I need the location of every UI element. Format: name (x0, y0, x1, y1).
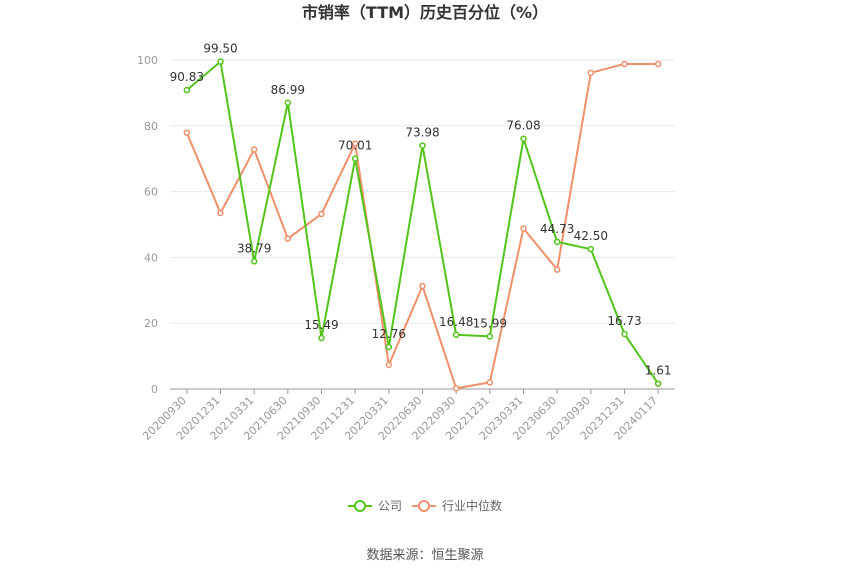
data-point[interactable] (587, 69, 595, 77)
y-tick-label: 0 (151, 383, 158, 396)
data-point[interactable] (520, 135, 527, 142)
data-point[interactable] (486, 333, 494, 340)
series-lines (185, 60, 659, 390)
legend-swatch-marker (418, 500, 430, 512)
x-axis: 2020093020201231202103312021063020210930… (140, 388, 675, 443)
data-point[interactable] (217, 58, 224, 65)
data-point[interactable] (621, 330, 628, 338)
data-label: 15.49 (304, 318, 338, 332)
data-point[interactable] (385, 343, 393, 351)
legend-swatch-marker (354, 500, 366, 512)
data-point[interactable] (385, 361, 393, 369)
data-point[interactable] (183, 86, 191, 94)
data-label: 16.73 (607, 314, 641, 328)
data-point[interactable] (284, 235, 292, 242)
data-label: 38.79 (237, 241, 271, 255)
legend-item-0[interactable]: 公司 (348, 499, 402, 513)
data-point[interactable] (183, 129, 191, 136)
data-label: 42.50 (574, 229, 608, 243)
source-note: 数据来源：恒生聚源 (366, 548, 483, 563)
y-tick-label: 60 (144, 186, 158, 199)
series-line-1 (185, 62, 659, 390)
data-point[interactable] (318, 334, 325, 342)
data-point[interactable] (621, 60, 628, 68)
y-tick-label: 80 (144, 120, 158, 133)
legend-label: 行业中位数 (442, 498, 502, 513)
data-point[interactable] (419, 142, 426, 149)
data-label: 86.99 (271, 83, 305, 97)
data-label: 73.98 (405, 126, 439, 140)
data-point[interactable] (419, 282, 426, 290)
data-point[interactable] (553, 238, 561, 246)
data-label: 1.61 (645, 364, 672, 378)
legend[interactable]: 公司 行业中位数 (348, 498, 502, 513)
data-point[interactable] (217, 209, 224, 217)
data-label: 70.01 (338, 139, 372, 153)
data-labels: 90.83 99.50 38.79 86.99 15.49 70.01 12.76 73.98… (170, 42, 672, 378)
data-point[interactable] (250, 146, 258, 153)
data-point[interactable] (318, 210, 325, 218)
data-label: 99.50 (203, 42, 237, 56)
y-axis: 0 20 40 60 80 100 (137, 54, 158, 396)
data-point[interactable] (654, 60, 662, 68)
data-point[interactable] (250, 258, 258, 265)
y-tick-label: 100 (137, 54, 158, 67)
data-point[interactable] (452, 385, 460, 392)
series-line-0 (186, 60, 659, 385)
data-label: 12.76 (372, 327, 406, 341)
series-points (183, 58, 662, 392)
data-point[interactable] (452, 331, 460, 339)
data-point[interactable] (351, 140, 359, 147)
data-label: 15.99 (473, 316, 507, 330)
data-point[interactable] (351, 155, 359, 162)
data-point[interactable] (553, 266, 561, 273)
y-tick-label: 20 (144, 317, 158, 330)
data-label: 16.48 (439, 315, 473, 329)
data-point[interactable] (587, 245, 595, 253)
data-label: 44.73 (540, 222, 574, 236)
chart-title: 市销率（TTM）历史百分位（%） (302, 3, 548, 22)
legend-label: 公司 (378, 499, 402, 513)
legend-item-1[interactable]: 行业中位数 (412, 498, 502, 513)
data-point[interactable] (520, 225, 527, 232)
data-point[interactable] (486, 379, 494, 386)
data-point[interactable] (284, 99, 292, 107)
data-label: 90.83 (170, 70, 204, 84)
data-label: 76.08 (506, 119, 540, 133)
data-point[interactable] (654, 380, 662, 387)
grid (170, 59, 675, 390)
y-tick-label: 40 (144, 251, 158, 264)
